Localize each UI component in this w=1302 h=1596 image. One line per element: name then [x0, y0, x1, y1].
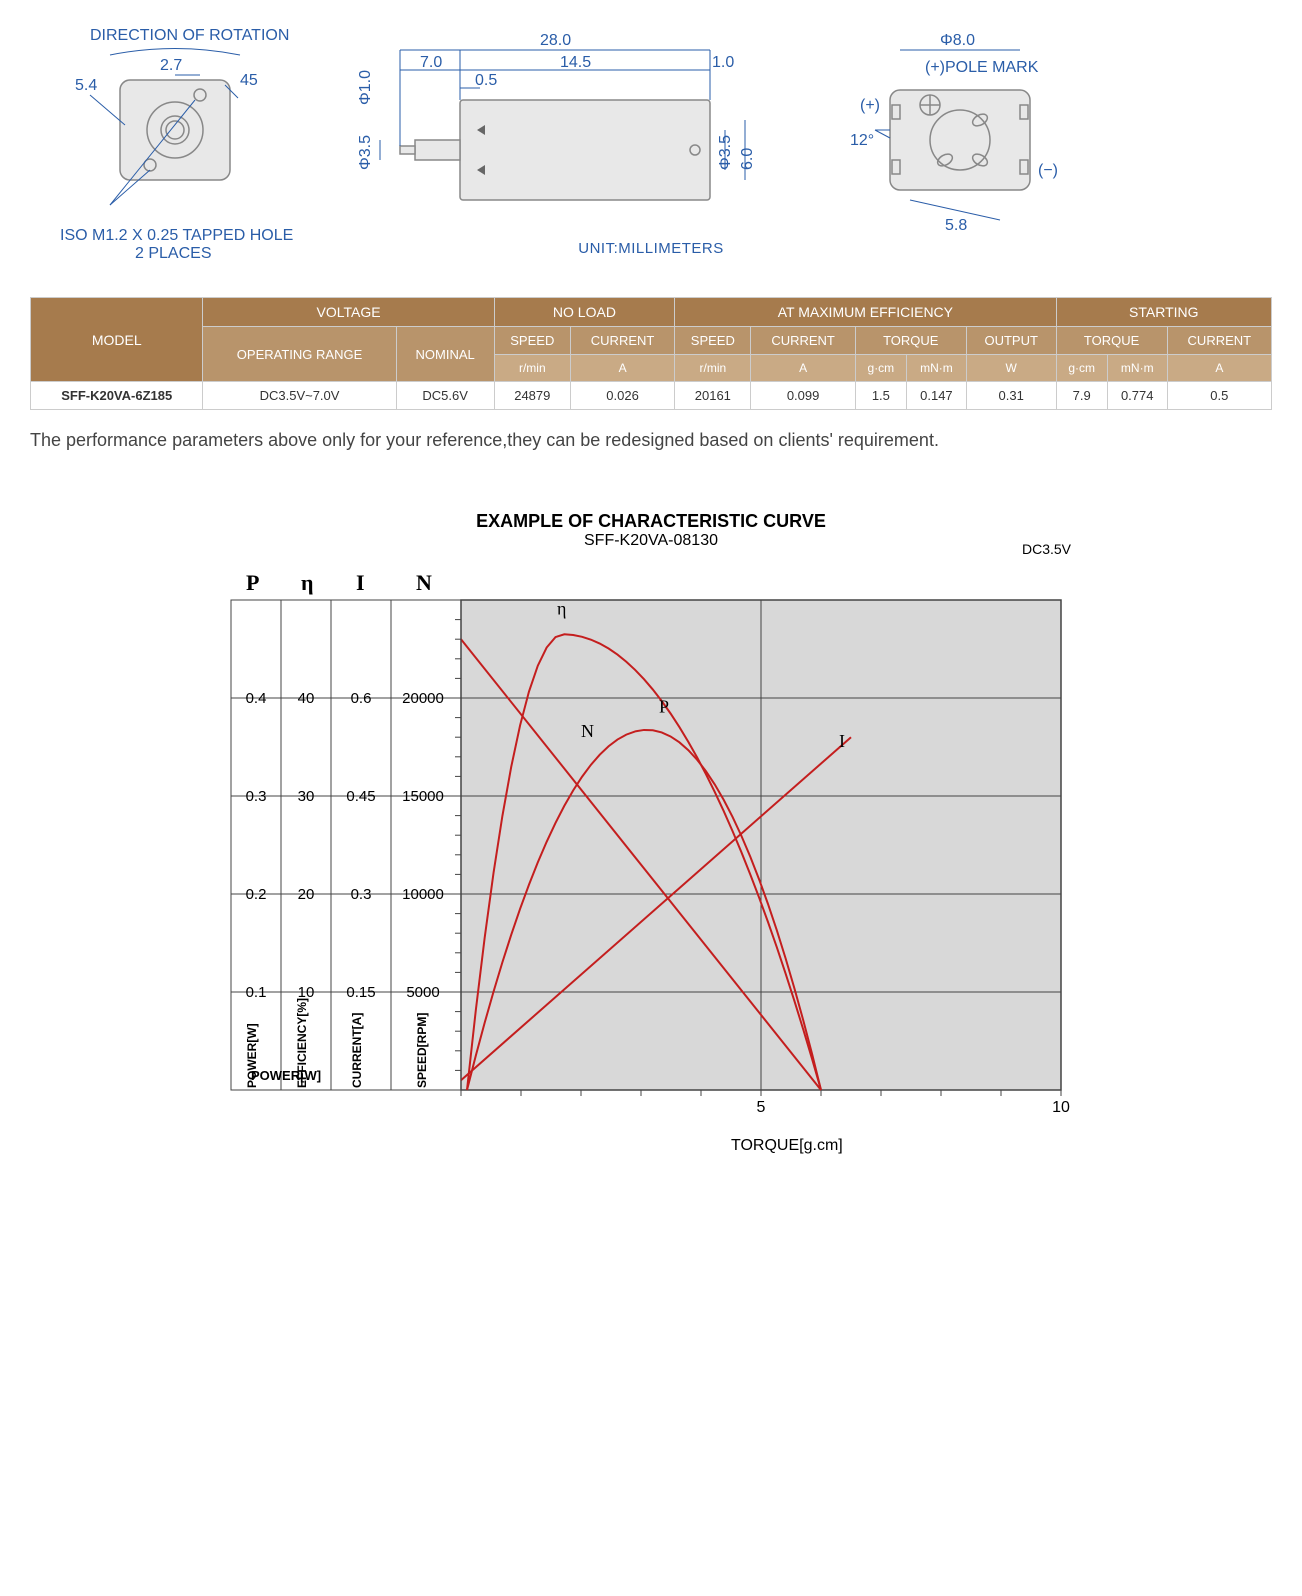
svg-text:η: η — [301, 570, 314, 595]
svg-text:(+): (+) — [860, 97, 880, 114]
disclaimer-text: The performance parameters above only fo… — [30, 430, 1272, 451]
svg-text:20000: 20000 — [402, 690, 444, 707]
chart-voltage: DC3.5V — [1022, 541, 1071, 557]
chart-title: EXAMPLE OF CHARACTERISTIC CURVE — [201, 511, 1101, 532]
spec-table: MODEL VOLTAGE NO LOAD AT MAXIMUM EFFICIE… — [30, 297, 1272, 410]
svg-text:CURRENT[A]: CURRENT[A] — [350, 1013, 364, 1088]
svg-text:6.0: 6.0 — [739, 148, 756, 170]
svg-text:I: I — [839, 731, 845, 751]
svg-text:20: 20 — [298, 886, 315, 903]
svg-text:2.7: 2.7 — [160, 57, 182, 74]
svg-text:5: 5 — [757, 1099, 766, 1116]
pole-mark-label: (+)POLE MARK — [925, 59, 1039, 76]
svg-text:12°: 12° — [850, 132, 874, 149]
rotation-label: DIRECTION OF ROTATION — [90, 27, 289, 44]
svg-text:28.0: 28.0 — [540, 32, 571, 49]
svg-text:40: 40 — [298, 690, 315, 707]
svg-text:45: 45 — [240, 72, 258, 89]
svg-text:POWER[W]: POWER[W] — [245, 1023, 259, 1088]
svg-text:N: N — [581, 721, 594, 741]
svg-text:5.8: 5.8 — [945, 217, 967, 234]
svg-text:SPEED[RPM]: SPEED[RPM] — [415, 1013, 429, 1088]
col-model: MODEL — [31, 298, 203, 382]
svg-text:P: P — [659, 697, 669, 717]
svg-text:TORQUE[g.cm]: TORQUE[g.cm] — [731, 1137, 843, 1154]
svg-text:Φ8.0: Φ8.0 — [940, 32, 975, 49]
svg-text:0.3: 0.3 — [246, 788, 267, 805]
svg-text:Φ1.0: Φ1.0 — [357, 70, 374, 105]
tapped-hole-label: ISO M1.2 X 0.25 TAPPED HOLE — [60, 227, 293, 244]
table-row: SFF-K20VA-6Z185 DC3.5V~7.0V DC5.6V 24879… — [31, 382, 1272, 410]
svg-text:0.2: 0.2 — [246, 886, 267, 903]
svg-text:14.5: 14.5 — [560, 54, 591, 71]
chart-subtitle: SFF-K20VA-08130 — [201, 532, 1101, 550]
svg-text:7.0: 7.0 — [420, 54, 442, 71]
tapped-hole-places: 2 PLACES — [135, 245, 211, 262]
svg-text:P: P — [246, 570, 259, 595]
svg-text:POWER[W]: POWER[W] — [251, 1068, 321, 1083]
svg-text:EFFICIENCY[%]: EFFICIENCY[%] — [295, 998, 309, 1088]
svg-text:(−): (−) — [1038, 162, 1058, 179]
svg-text:I: I — [356, 570, 365, 595]
svg-text:0.3: 0.3 — [351, 886, 372, 903]
svg-text:30: 30 — [298, 788, 315, 805]
chart-svg: P η I N η N P I POWER[W] 0.1 0.2 0.3 0.4 10 20 30… — [201, 560, 1101, 1160]
svg-text:0.15: 0.15 — [346, 984, 375, 1001]
svg-text:0.5: 0.5 — [475, 72, 497, 89]
svg-text:15000: 15000 — [402, 788, 444, 805]
svg-text:5000: 5000 — [406, 984, 439, 1001]
svg-text:5.4: 5.4 — [75, 77, 97, 94]
svg-text:0.45: 0.45 — [346, 788, 375, 805]
engineering-diagram: DIRECTION OF ROTATION 5.4 2.7 45 ISO M1.… — [0, 0, 1302, 270]
svg-text:1.0: 1.0 — [712, 54, 734, 71]
svg-text:0.1: 0.1 — [246, 984, 267, 1001]
svg-text:0.4: 0.4 — [246, 690, 267, 707]
svg-text:10: 10 — [1052, 1099, 1070, 1116]
svg-text:η: η — [557, 599, 566, 619]
diagram-svg: DIRECTION OF ROTATION 5.4 2.7 45 ISO M1.… — [30, 10, 1272, 270]
characteristic-chart: EXAMPLE OF CHARACTERISTIC CURVE SFF-K20V… — [201, 511, 1101, 1165]
svg-text:0.6: 0.6 — [351, 690, 372, 707]
svg-text:N: N — [416, 570, 432, 595]
svg-text:Φ3.5: Φ3.5 — [357, 135, 374, 170]
svg-text:10000: 10000 — [402, 886, 444, 903]
